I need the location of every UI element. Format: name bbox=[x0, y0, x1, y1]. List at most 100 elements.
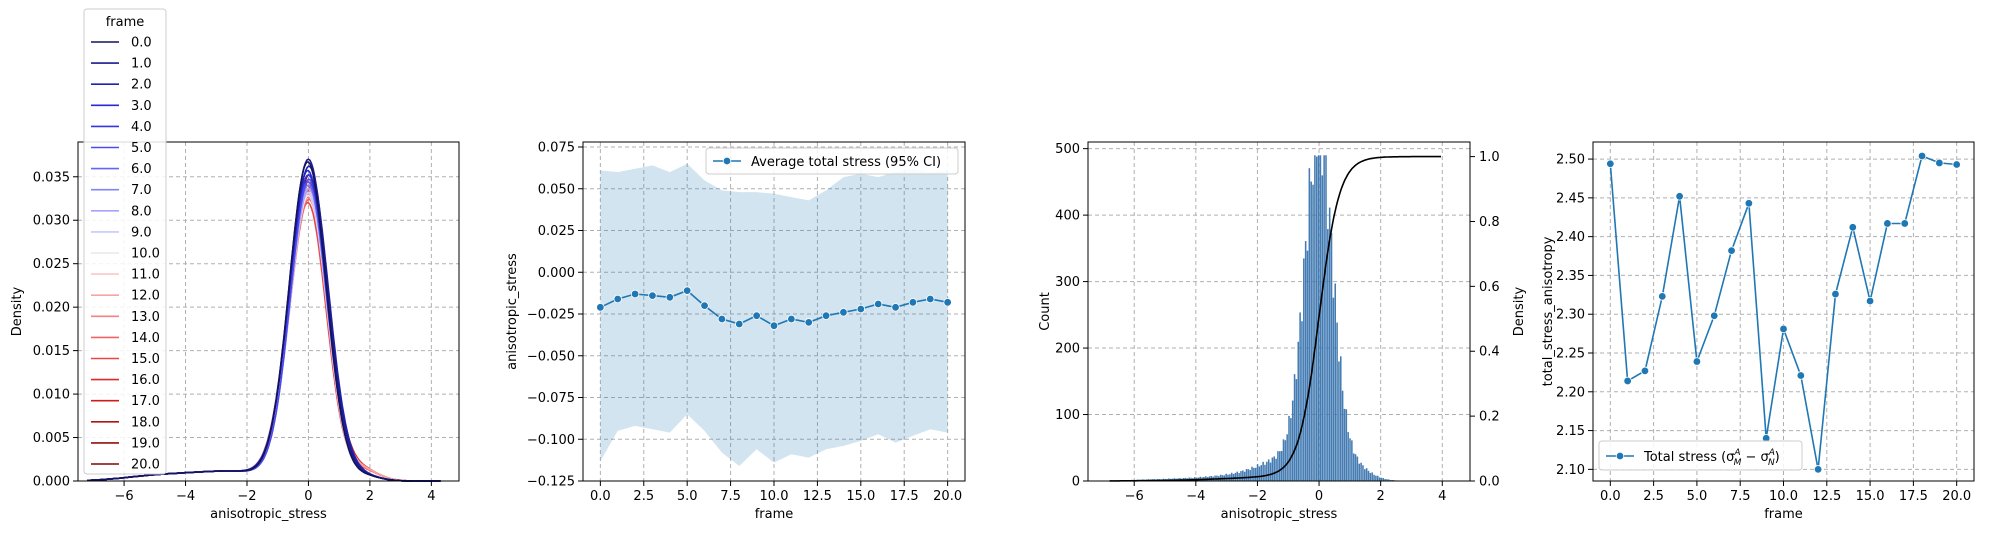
histogram-bar bbox=[1290, 418, 1292, 481]
y-tick-label: 0.000 bbox=[33, 475, 70, 490]
histogram-bar bbox=[1386, 479, 1388, 481]
data-point bbox=[1606, 159, 1615, 168]
y-tick-label: 0.020 bbox=[33, 301, 70, 316]
x-tick-label: 5.0 bbox=[677, 489, 698, 504]
data-point bbox=[873, 299, 883, 309]
data-point bbox=[1883, 219, 1892, 228]
x-tick-label: 5.0 bbox=[1687, 489, 1708, 504]
histogram-bar bbox=[1219, 474, 1222, 481]
legend-entry: 20.0 bbox=[131, 458, 160, 473]
histogram-bar bbox=[1275, 458, 1277, 481]
y-tick-label: 0.035 bbox=[33, 170, 70, 185]
x-tick-label: 4 bbox=[1438, 489, 1446, 504]
x-axis-label: anisotropic_stress bbox=[1221, 507, 1338, 522]
histogram-bar bbox=[1314, 155, 1316, 481]
x-tick-label: 12.5 bbox=[803, 489, 832, 504]
y-tick-label: −0.025 bbox=[527, 308, 575, 323]
histogram-bar bbox=[1284, 440, 1287, 481]
histogram-bar bbox=[1234, 472, 1237, 481]
y-tick-label: 2.15 bbox=[1556, 424, 1585, 439]
data-point bbox=[717, 314, 727, 324]
data-point bbox=[613, 294, 622, 304]
x-tick-label: 2.5 bbox=[1643, 489, 1664, 504]
data-point bbox=[596, 303, 605, 312]
legend-entry: 9.0 bbox=[131, 225, 152, 240]
x-tick-label: 7.5 bbox=[720, 489, 741, 504]
y-axis-label: Count bbox=[1038, 292, 1053, 331]
y-tick-label: −0.125 bbox=[527, 475, 575, 490]
y-right-tick-label: 0.6 bbox=[1479, 280, 1500, 295]
y-tick-label: 2.35 bbox=[1556, 269, 1585, 284]
histogram-bar bbox=[1230, 472, 1233, 481]
data-point bbox=[1848, 223, 1857, 232]
histogram-bar bbox=[1308, 168, 1311, 481]
x-tick-label: 17.5 bbox=[1899, 489, 1928, 504]
y-tick-label: −0.100 bbox=[527, 433, 575, 448]
kde-line-frame-0.0 bbox=[87, 161, 441, 482]
histogram-bar bbox=[1240, 471, 1242, 481]
y-tick-label: 0.030 bbox=[33, 214, 70, 229]
x-tick-label: 0.0 bbox=[1600, 489, 1621, 504]
y-tick-label: 0.025 bbox=[33, 257, 70, 272]
data-point bbox=[752, 311, 761, 320]
chart-1: −6 −4 −2 0 2 4 0.000 0.005 0.010 0.015 0.020 0.025 0… bbox=[10, 141, 460, 522]
histogram-bar bbox=[1280, 451, 1283, 481]
ecdf-line bbox=[1109, 155, 1441, 482]
legend-swatch-marker bbox=[1615, 451, 1625, 461]
histogram-bar bbox=[1327, 229, 1329, 481]
histogram-bar bbox=[1238, 473, 1240, 481]
histogram-bar bbox=[1384, 479, 1386, 481]
histogram-bar bbox=[1253, 467, 1255, 481]
histogram-bar bbox=[1279, 451, 1281, 481]
data-point bbox=[926, 294, 935, 304]
x-tick-label: 17.5 bbox=[890, 489, 919, 504]
y-tick-label: 0.015 bbox=[33, 344, 70, 359]
y-tick-label: 400 bbox=[1055, 209, 1080, 224]
y-tick-label: −0.050 bbox=[527, 349, 575, 364]
data-point bbox=[1744, 199, 1754, 208]
x-tick-label: −4 bbox=[1186, 489, 1205, 504]
y-right-axis-label: Density bbox=[1512, 286, 1527, 336]
legend-entry: 17.0 bbox=[131, 394, 160, 409]
data-point bbox=[769, 321, 779, 330]
axes-frame bbox=[77, 141, 460, 482]
legend-entry: 7.0 bbox=[131, 183, 152, 198]
y-right-tick-label: 0.0 bbox=[1479, 475, 1500, 490]
y-tick-label: 0.025 bbox=[538, 224, 575, 239]
histogram-bar bbox=[1391, 479, 1394, 481]
legend-title: frame bbox=[106, 15, 145, 30]
y-tick-label: 100 bbox=[1055, 408, 1080, 423]
x-tick-label: −6 bbox=[115, 489, 134, 504]
y-tick-label: 0.075 bbox=[538, 141, 575, 156]
histogram-bar bbox=[1365, 468, 1368, 481]
histogram-bar bbox=[1347, 432, 1349, 481]
histogram-bar bbox=[1336, 322, 1338, 481]
data-point bbox=[1917, 151, 1927, 161]
histogram-bar bbox=[1251, 466, 1253, 481]
y-tick-label: 500 bbox=[1055, 142, 1080, 157]
histogram-bar bbox=[1380, 477, 1383, 481]
data-point bbox=[1865, 296, 1875, 306]
x-axis-label: anisotropic_stress bbox=[210, 507, 327, 522]
data-point bbox=[630, 289, 640, 299]
histogram-bar bbox=[1310, 181, 1312, 481]
histogram-bar bbox=[1330, 232, 1333, 481]
legend: Average total stress (95% CI) bbox=[705, 147, 959, 175]
x-tick-label: 0.0 bbox=[590, 489, 611, 504]
histogram-bar bbox=[1256, 464, 1259, 481]
histogram-bar bbox=[1299, 312, 1301, 481]
histogram-bar bbox=[1293, 374, 1296, 481]
histogram-bar bbox=[1247, 469, 1250, 481]
y-right-tick-label: 1.0 bbox=[1479, 150, 1500, 165]
y-tick-label: 0.005 bbox=[33, 431, 70, 446]
data-point bbox=[856, 304, 866, 314]
histogram-bar bbox=[1249, 470, 1251, 481]
legend-entry: 10.0 bbox=[131, 247, 160, 262]
x-tick-label: 0 bbox=[304, 489, 312, 504]
gridlines bbox=[583, 142, 965, 482]
y-tick-label: 2.45 bbox=[1556, 191, 1585, 206]
data-point bbox=[908, 298, 918, 307]
y-right-tick-label: 0.4 bbox=[1479, 345, 1500, 360]
x-tick-label: −6 bbox=[1125, 489, 1144, 504]
